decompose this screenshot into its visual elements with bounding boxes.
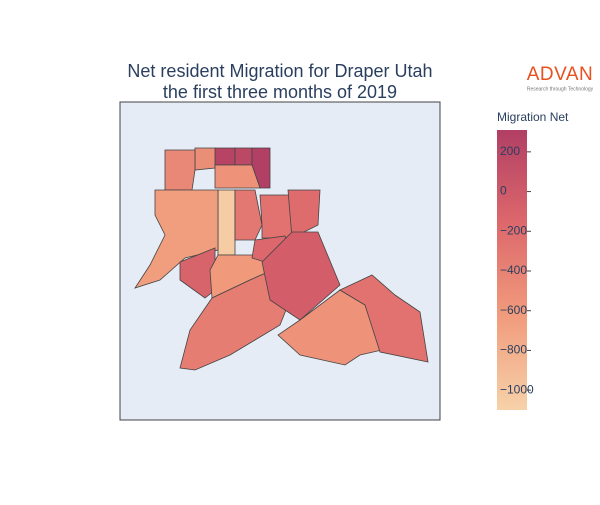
region — [251, 147, 271, 189]
colorbar — [497, 130, 527, 410]
region — [287, 189, 321, 239]
colorbar-tick-label: −800 — [500, 343, 527, 357]
colorbar-tick-label: 0 — [500, 184, 507, 198]
region — [259, 194, 293, 239]
region — [179, 271, 291, 371]
region — [164, 149, 196, 191]
colorbar-title: Migration Net — [497, 110, 569, 124]
region — [194, 147, 216, 171]
region — [134, 189, 219, 289]
chart-title: the first three months of 2019 — [163, 82, 397, 102]
chart-title: Net resident Migration for Draper Utah — [127, 61, 432, 81]
region — [261, 231, 341, 321]
colorbar-tick-label: −1000 — [500, 382, 534, 396]
region — [179, 247, 216, 299]
colorbar-tick-label: −600 — [500, 303, 527, 317]
region — [214, 147, 236, 166]
region — [339, 274, 429, 363]
region — [234, 147, 253, 166]
logo: ADVAN — [527, 64, 594, 85]
colorbar-tick-label: −200 — [500, 223, 527, 237]
region — [234, 189, 263, 241]
region — [214, 164, 261, 189]
logo-tagline: Research through Technology — [527, 86, 594, 92]
colorbar-tick-label: −400 — [500, 263, 527, 277]
region — [217, 189, 236, 256]
colorbar-tick-label: 200 — [500, 144, 520, 158]
